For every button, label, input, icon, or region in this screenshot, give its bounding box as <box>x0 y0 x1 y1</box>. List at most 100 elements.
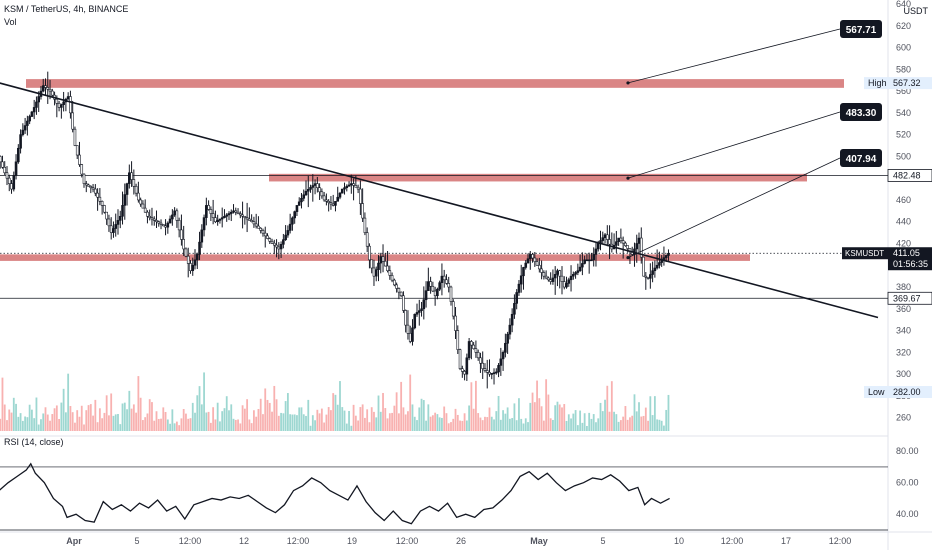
candle-body <box>166 222 170 228</box>
candle-body <box>248 218 251 221</box>
target-anchor <box>626 176 630 180</box>
volume-bar <box>472 408 475 431</box>
volume-bar <box>273 385 276 431</box>
volume-bar <box>234 419 237 431</box>
volume-bar <box>248 419 251 431</box>
volume-bar <box>182 409 185 431</box>
candle-body <box>433 290 437 297</box>
candle-body <box>506 333 509 344</box>
candle-body <box>23 125 27 131</box>
target-box <box>840 20 882 38</box>
candle-body <box>189 263 192 272</box>
candle-body <box>26 120 29 126</box>
candle-body <box>282 239 285 245</box>
volume-bar <box>92 415 94 431</box>
time-tick-label: 12 <box>239 536 249 546</box>
volume-bar <box>422 400 425 431</box>
volume-bar <box>0 418 2 431</box>
volume-bar <box>615 414 618 431</box>
candle-body <box>406 324 410 334</box>
volume-bar <box>370 407 373 431</box>
volume-bar <box>171 409 174 431</box>
downtrend-line <box>0 82 879 319</box>
candle-body <box>381 256 385 262</box>
volume-bar <box>114 414 117 431</box>
rsi-legend[interactable]: RSI (14, close) <box>4 437 64 447</box>
volume-bar <box>368 422 371 431</box>
volume-bar <box>486 417 489 431</box>
candle-body <box>393 279 396 286</box>
candle-body <box>57 103 61 108</box>
target-anchor <box>626 81 630 85</box>
volume-bar <box>58 418 60 431</box>
volume-bar <box>364 417 366 431</box>
volume-bar <box>656 419 659 431</box>
candle-body <box>458 349 462 369</box>
price-tick-label: 340 <box>896 326 911 336</box>
volume-bar <box>250 423 253 431</box>
candle-body <box>143 207 147 213</box>
volume-bar <box>160 418 162 431</box>
candle-body <box>463 371 466 375</box>
candle-body <box>551 277 555 282</box>
candle-body <box>232 210 235 213</box>
candle-body <box>517 283 521 293</box>
high-label-text: High <box>868 78 887 88</box>
volume-bar <box>393 405 396 431</box>
candle-body <box>293 211 296 219</box>
volume-bar <box>604 399 606 431</box>
candle-body <box>515 292 518 304</box>
volume-bar <box>663 425 665 431</box>
candle-body <box>105 211 108 220</box>
candle-body <box>243 215 247 218</box>
volume-bar <box>78 416 81 431</box>
volume-bar <box>613 411 615 431</box>
volume-bar <box>450 422 452 431</box>
symbol-legend[interactable]: KSM / TetherUS, 4h, BINANCE <box>4 4 129 14</box>
volume-bar <box>151 402 153 431</box>
volume-bar <box>284 401 287 431</box>
volume-bar <box>622 416 625 431</box>
candle-body <box>461 368 464 372</box>
volume-bar <box>377 395 380 431</box>
volume-bar <box>495 411 498 431</box>
candle-body <box>175 210 179 221</box>
volume-bar <box>361 404 364 431</box>
candle-body <box>417 310 421 313</box>
candle-body <box>621 240 625 244</box>
volume-bar <box>538 398 541 431</box>
candle-body <box>470 341 473 346</box>
candle-body <box>528 254 532 260</box>
volume-bar <box>216 402 219 431</box>
volume-bar <box>62 388 65 431</box>
candle-body <box>558 270 562 277</box>
volume-bar <box>209 422 212 431</box>
candle-body <box>574 272 577 275</box>
candle-body <box>239 213 242 216</box>
volume-bar <box>608 411 611 431</box>
candle-body <box>350 183 353 186</box>
volume-bar <box>386 418 389 431</box>
volume-legend[interactable]: Vol <box>4 17 17 27</box>
candle-body <box>603 234 607 238</box>
candle-body <box>635 243 639 250</box>
candle-body <box>100 201 104 206</box>
candle-body <box>103 205 106 213</box>
volume-bar <box>547 394 550 431</box>
volume-bar <box>454 408 457 431</box>
volume-bar <box>157 418 160 431</box>
candle-body <box>155 220 158 223</box>
candle-body <box>320 191 324 197</box>
volume-bar <box>239 423 242 431</box>
candle-body <box>594 248 598 255</box>
candle-body <box>254 223 258 227</box>
price-tick-label: 260 <box>896 413 911 423</box>
candle-body <box>474 348 478 353</box>
candle-body <box>35 101 38 108</box>
volume-bar <box>488 407 491 431</box>
high-label-value: 567.32 <box>893 78 921 88</box>
candle-body <box>141 203 145 209</box>
volume-bar <box>243 408 246 431</box>
